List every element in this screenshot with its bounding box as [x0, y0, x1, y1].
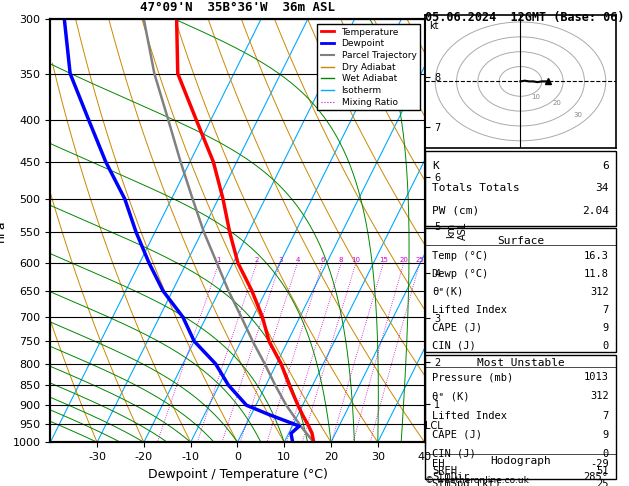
Text: 312: 312	[590, 391, 609, 401]
Text: 34: 34	[595, 183, 609, 193]
Text: 2: 2	[255, 257, 259, 263]
Text: 7: 7	[603, 305, 609, 314]
Text: 20: 20	[552, 100, 561, 106]
Text: 51: 51	[596, 466, 609, 476]
Text: © weatheronline.co.uk: © weatheronline.co.uk	[425, 475, 528, 485]
Text: K: K	[432, 161, 439, 171]
Text: PW (cm): PW (cm)	[432, 206, 479, 216]
Text: 7: 7	[603, 411, 609, 420]
Text: 10: 10	[352, 257, 360, 263]
Text: Totals Totals: Totals Totals	[432, 183, 520, 193]
Text: Dewp (°C): Dewp (°C)	[432, 269, 489, 278]
Text: 11.8: 11.8	[584, 269, 609, 278]
Text: CAPE (J): CAPE (J)	[432, 323, 482, 332]
Text: 10: 10	[531, 94, 540, 100]
Text: Most Unstable: Most Unstable	[477, 359, 564, 368]
Text: SREH: SREH	[432, 466, 457, 476]
Text: EH: EH	[432, 459, 445, 469]
Text: Lifted Index: Lifted Index	[432, 411, 507, 420]
Text: Lifted Index: Lifted Index	[432, 305, 507, 314]
Text: Surface: Surface	[497, 236, 544, 246]
Text: CAPE (J): CAPE (J)	[432, 430, 482, 440]
Text: 25: 25	[415, 257, 424, 263]
Text: 9: 9	[603, 430, 609, 440]
Text: 15: 15	[379, 257, 388, 263]
X-axis label: Dewpoint / Temperature (°C): Dewpoint / Temperature (°C)	[148, 468, 327, 481]
Text: 8: 8	[339, 257, 343, 263]
Text: kt: kt	[429, 20, 438, 31]
Text: LCL: LCL	[425, 421, 442, 431]
Text: StmSpd (kt): StmSpd (kt)	[432, 479, 501, 486]
Text: 3: 3	[278, 257, 282, 263]
Text: 16.3: 16.3	[584, 251, 609, 260]
Text: 25: 25	[596, 479, 609, 486]
Text: 0: 0	[603, 449, 609, 459]
Text: CIN (J): CIN (J)	[432, 449, 476, 459]
Text: 30: 30	[574, 112, 582, 118]
Text: 0: 0	[603, 341, 609, 350]
Y-axis label: km
ASL: km ASL	[446, 222, 468, 240]
Text: 2.04: 2.04	[582, 206, 609, 216]
Text: 1: 1	[216, 257, 221, 263]
Text: θᵉ (K): θᵉ (K)	[432, 391, 470, 401]
Text: 285°: 285°	[584, 472, 609, 483]
Legend: Temperature, Dewpoint, Parcel Trajectory, Dry Adiabat, Wet Adiabat, Isotherm, Mi: Temperature, Dewpoint, Parcel Trajectory…	[317, 24, 420, 110]
Text: 20: 20	[399, 257, 408, 263]
Text: 312: 312	[590, 287, 609, 296]
Text: θᵉ(K): θᵉ(K)	[432, 287, 464, 296]
Text: 4: 4	[295, 257, 299, 263]
Text: 9: 9	[603, 323, 609, 332]
Text: 6: 6	[320, 257, 325, 263]
Text: 05.06.2024  12GMT (Base: 06): 05.06.2024 12GMT (Base: 06)	[425, 11, 624, 24]
Text: 1013: 1013	[584, 372, 609, 382]
Text: -29: -29	[590, 459, 609, 469]
Y-axis label: hPa: hPa	[0, 220, 7, 242]
Title: 47°09'N  35B°36'W  36m ASL: 47°09'N 35B°36'W 36m ASL	[140, 1, 335, 14]
Text: Temp (°C): Temp (°C)	[432, 251, 489, 260]
Text: Hodograph: Hodograph	[490, 456, 551, 467]
Text: StmDir: StmDir	[432, 472, 470, 483]
Text: 6: 6	[602, 161, 609, 171]
Text: CIN (J): CIN (J)	[432, 341, 476, 350]
Text: Pressure (mb): Pressure (mb)	[432, 372, 513, 382]
